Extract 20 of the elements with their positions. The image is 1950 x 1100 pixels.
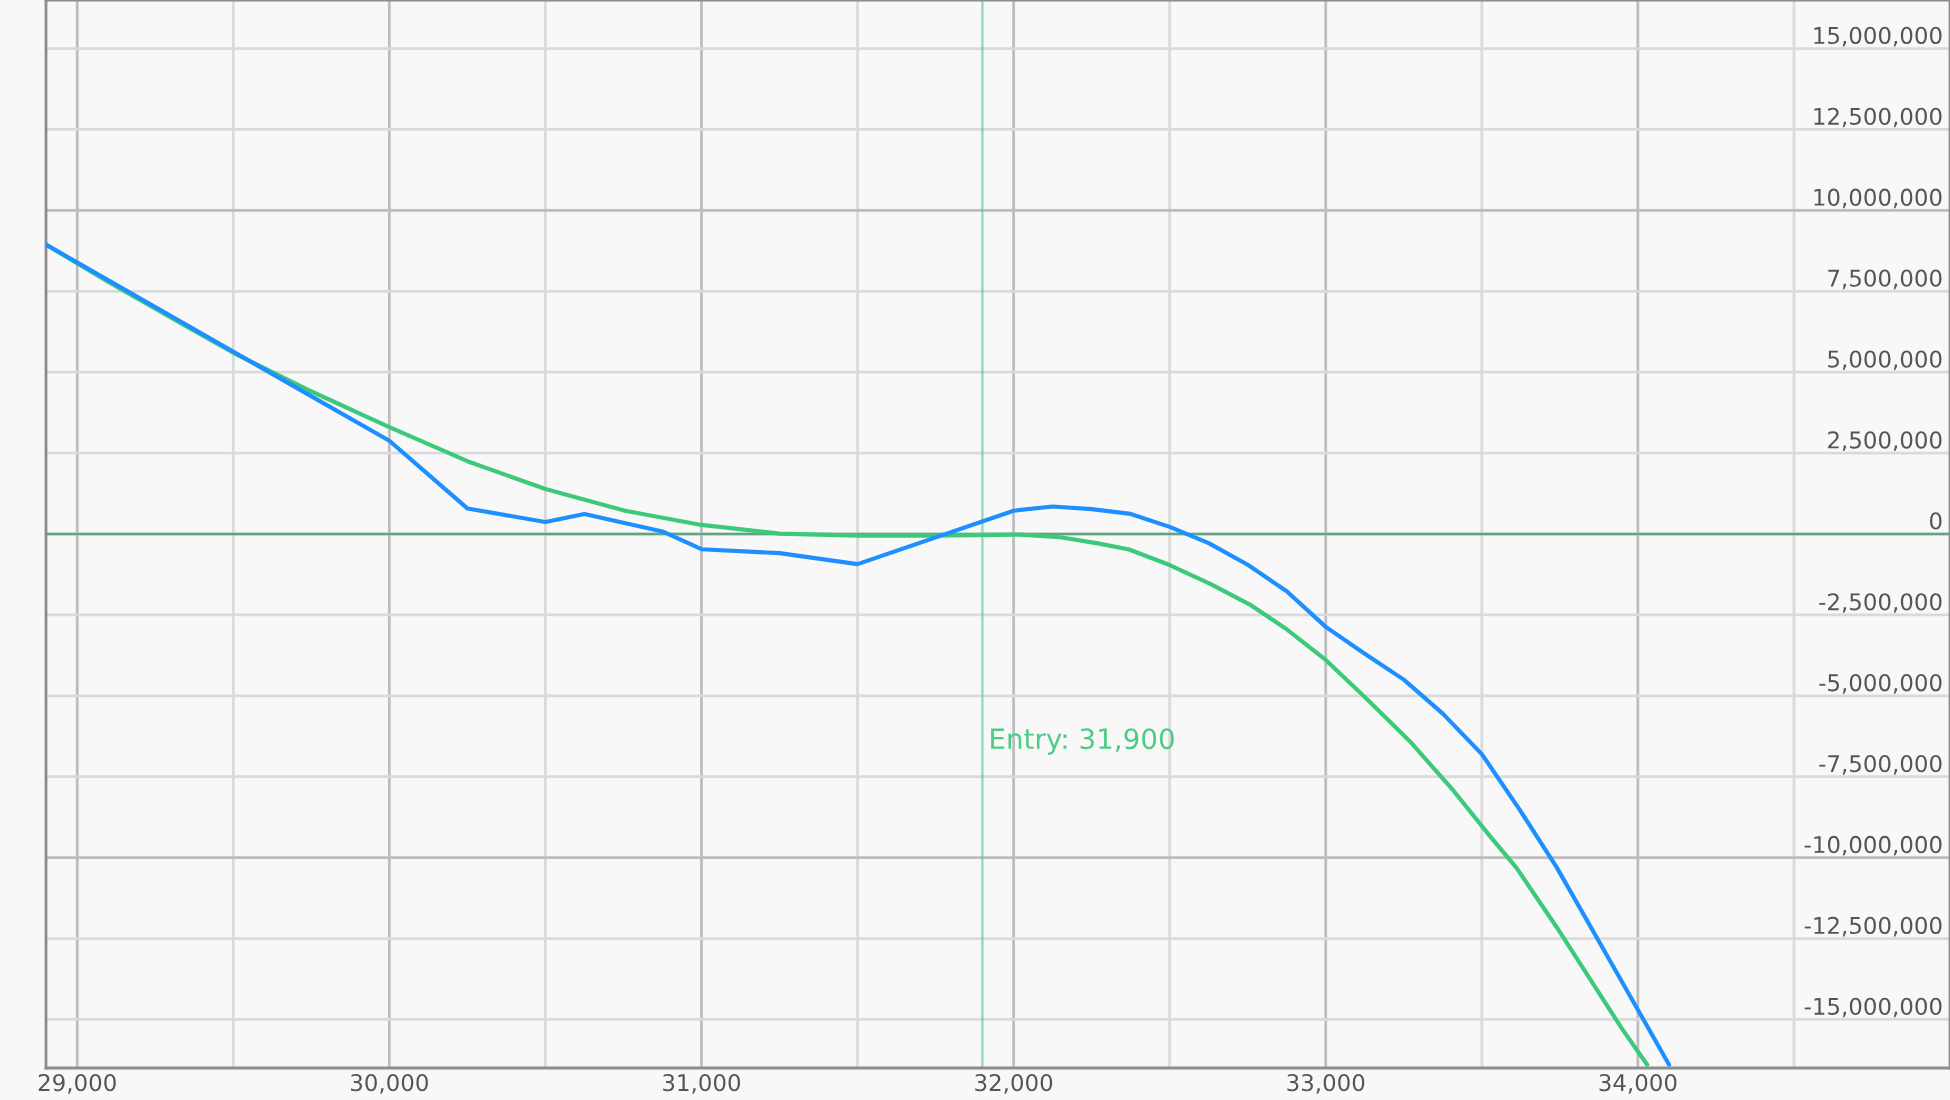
y-tick-label: -10,000,000 bbox=[1804, 835, 1942, 856]
y-tick-label: -15,000,000 bbox=[1804, 997, 1942, 1018]
x-tick-label: 33,000 bbox=[1287, 1073, 1365, 1094]
x-tick-label: 34,000 bbox=[1599, 1073, 1677, 1094]
y-tick-label: 2,500,000 bbox=[1828, 431, 1942, 451]
x-tick-label: 32,000 bbox=[975, 1073, 1053, 1094]
y-tick-label: -7,500,000 bbox=[1819, 754, 1942, 775]
y-tick-label: 7,500,000 bbox=[1828, 269, 1942, 290]
x-tick-label: 30,000 bbox=[351, 1073, 428, 1094]
y-tick-label: 10,000,000 bbox=[1814, 188, 1942, 209]
ref-line-label: Entry: 31,900 bbox=[991, 728, 1174, 755]
y-tick-label: 0 bbox=[1929, 512, 1942, 530]
y-tick-label: -5,000,000 bbox=[1819, 674, 1942, 694]
x-tick-label: 31,000 bbox=[663, 1073, 741, 1094]
y-tick-label: 5,000,000 bbox=[1828, 350, 1942, 371]
y-tick-label: -2,500,000 bbox=[1819, 593, 1942, 613]
y-tick-label: -12,500,000 bbox=[1804, 916, 1942, 937]
y-tick-label: 15,000,000 bbox=[1814, 26, 1942, 47]
y-tick-label: 12,500,000 bbox=[1814, 107, 1942, 128]
x-tick-label: 29,000 bbox=[38, 1073, 116, 1094]
